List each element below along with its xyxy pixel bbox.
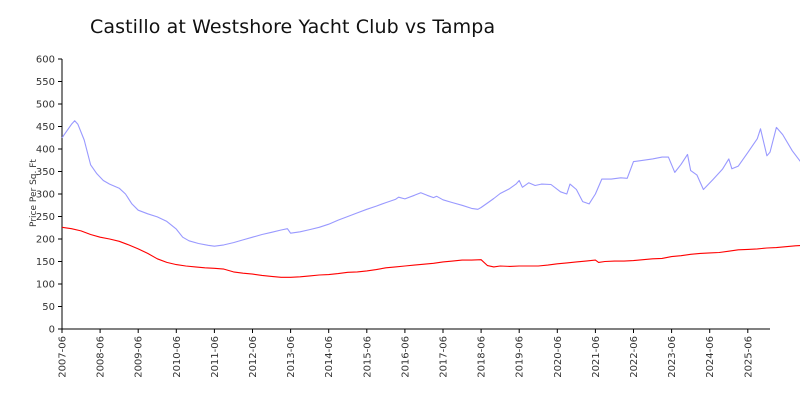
y-tick-label: 50 bbox=[42, 302, 55, 313]
y-tick-label: 100 bbox=[36, 280, 55, 291]
x-tick-label: 2009-06 bbox=[134, 336, 145, 378]
x-tick-label: 2023-06 bbox=[667, 336, 678, 378]
y-tick-label: 450 bbox=[36, 122, 55, 133]
series-line-2 bbox=[61, 226, 800, 278]
y-tick-label: 400 bbox=[36, 145, 55, 156]
x-tick-label: 2015-06 bbox=[362, 336, 373, 378]
y-tick-label: 350 bbox=[36, 167, 55, 178]
x-tick-label: 2007-06 bbox=[58, 336, 69, 378]
y-tick-label: 200 bbox=[36, 235, 55, 246]
x-tick-label: 2020-06 bbox=[553, 336, 564, 378]
y-tick-label: 150 bbox=[36, 257, 55, 268]
x-tick-label: 2021-06 bbox=[591, 336, 602, 378]
x-tick-label: 2017-06 bbox=[439, 336, 450, 378]
x-tick-label: 2008-06 bbox=[96, 336, 107, 378]
x-axis: 2007-06 2008-06 2009-06 2010-06 2011-06 2012-… bbox=[58, 328, 770, 378]
x-tick-label: 2010-06 bbox=[172, 336, 183, 378]
x-tick-label: 2011-06 bbox=[210, 336, 221, 378]
y-tick-label: 500 bbox=[36, 100, 55, 111]
series-line-1 bbox=[61, 120, 800, 247]
y-tick-label: 300 bbox=[36, 190, 55, 201]
x-tick-label: 2016-06 bbox=[400, 336, 411, 378]
x-tick-label: 2013-06 bbox=[286, 336, 297, 378]
x-tick-label: 2012-06 bbox=[248, 336, 259, 378]
chart-title: Castillo at Westshore Yacht Club vs Tamp… bbox=[90, 16, 496, 38]
y-tick-label: 550 bbox=[36, 77, 55, 88]
x-tick-label: 2025-06 bbox=[743, 336, 754, 378]
x-tick-label: 2014-06 bbox=[324, 336, 335, 378]
y-axis: 0 50 100 150 200 250 300 350 400 450 500 550 600 bbox=[36, 55, 63, 336]
x-tick-label: 2022-06 bbox=[629, 336, 640, 378]
y-tick-label: 0 bbox=[49, 325, 55, 336]
y-tick-label: 600 bbox=[36, 55, 55, 66]
x-tick-label: 2019-06 bbox=[515, 336, 526, 378]
y-axis-label: Price Per Sq. Ft bbox=[29, 159, 39, 227]
x-tick-label: 2024-06 bbox=[705, 336, 716, 378]
y-tick-label: 250 bbox=[36, 212, 55, 223]
series-layer bbox=[61, 120, 800, 278]
x-tick-label: 2018-06 bbox=[477, 336, 488, 378]
